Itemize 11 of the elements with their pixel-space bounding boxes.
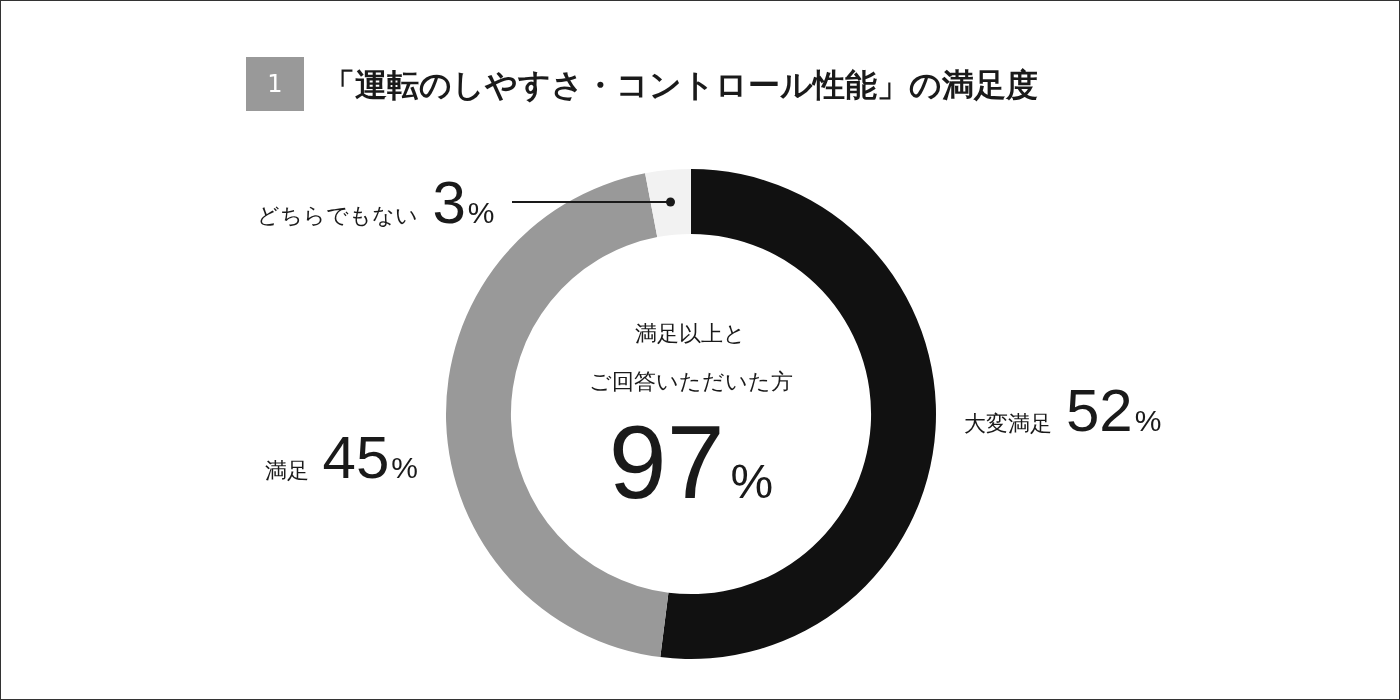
data-label: 52% xyxy=(1066,376,1162,444)
slice-label: どちらでもない xyxy=(257,203,419,229)
text: ご回答いただいた方 xyxy=(588,369,793,394)
text: 満足以上と xyxy=(634,320,748,348)
data-label: 3% xyxy=(432,169,495,237)
slice-label: 大変満足 xyxy=(964,410,1052,436)
text: 97% xyxy=(608,404,774,520)
slice-label: 満足 xyxy=(264,458,309,484)
number-badge: 1 xyxy=(246,57,304,111)
data-label: 45% xyxy=(322,424,419,492)
chart-title: 「運転のしやすさ・コントロール性能」の満足度 xyxy=(323,65,1038,106)
